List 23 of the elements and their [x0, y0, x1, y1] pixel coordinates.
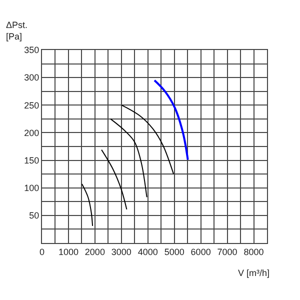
x-axis-title: V [m³/h] [238, 268, 270, 278]
x-tick-label: 7000 [217, 246, 238, 257]
line-series [101, 149, 128, 210]
x-tick-label: 6000 [190, 246, 211, 257]
y-tick-label: 300 [24, 72, 40, 83]
x-tick-label: 3000 [111, 246, 132, 257]
y-tick-label: 150 [24, 155, 40, 166]
x-tick-label: 5000 [164, 246, 184, 257]
x-tick-label: 2000 [84, 246, 105, 257]
y-tick-label: 200 [24, 128, 40, 138]
line-series [81, 184, 94, 226]
x-tick-label: 8000 [244, 246, 264, 257]
y-tick-label: 100 [24, 183, 40, 194]
x-tick-label: 1000 [58, 246, 78, 257]
y-tick-label: 250 [24, 100, 40, 110]
y-axis-title: ΔPst. [Pa] [6, 20, 28, 42]
line-series [121, 104, 174, 175]
y-tick-label: 350 [24, 45, 40, 56]
x-tick-label: 4000 [138, 246, 158, 257]
line-series [110, 118, 148, 198]
line-series [154, 79, 189, 161]
x-tick-label: 0 [39, 246, 45, 257]
y-tick-label: 50 [29, 210, 40, 221]
